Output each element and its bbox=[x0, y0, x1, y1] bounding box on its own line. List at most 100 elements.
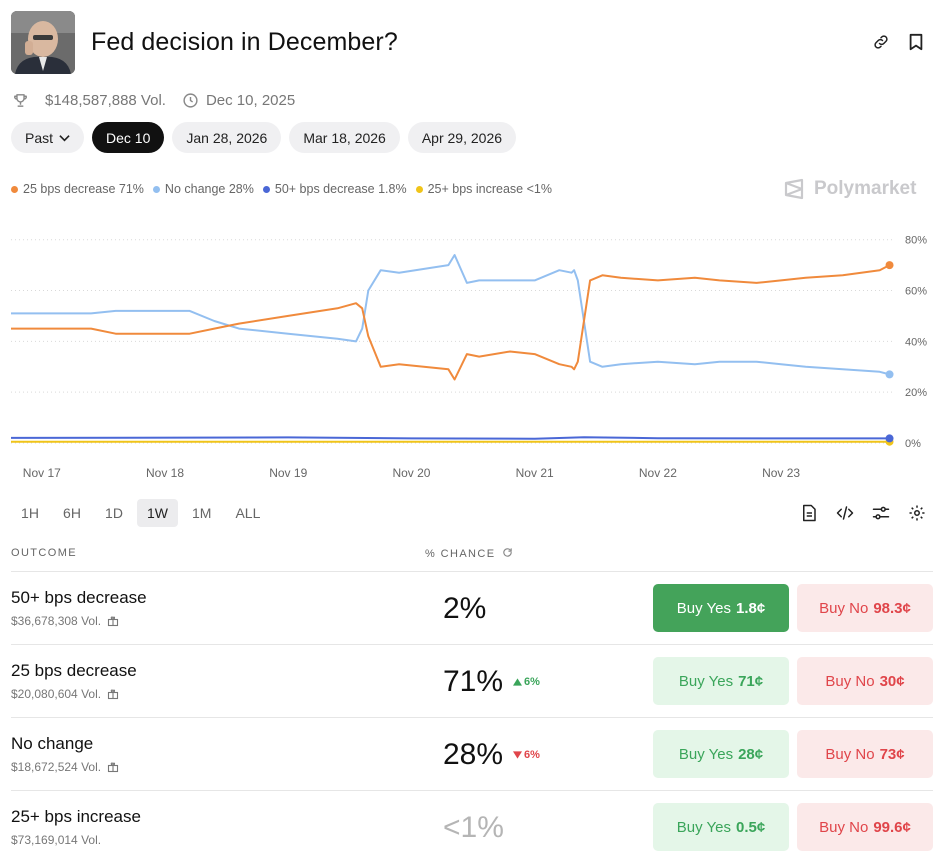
chance-header-label: % CHANCE bbox=[425, 548, 496, 560]
embed-code-icon[interactable] bbox=[835, 503, 855, 523]
triangle-up-icon bbox=[513, 678, 523, 686]
outcome-volume: $36,678,308 Vol. bbox=[11, 614, 119, 628]
buy-no-price: 30¢ bbox=[879, 672, 905, 690]
clock-icon bbox=[182, 91, 200, 109]
series-endpoint bbox=[885, 370, 894, 379]
chance-value: 2% bbox=[443, 592, 487, 625]
chart-legend: 25 bps decrease 71% No change 28% 50+ bp… bbox=[11, 182, 552, 196]
buy-no-button[interactable]: Buy No 73¢ bbox=[797, 730, 933, 778]
buy-no-button[interactable]: Buy No 99.6¢ bbox=[797, 803, 933, 851]
change-indicator: 6% bbox=[513, 749, 540, 761]
legend-label: No change 28% bbox=[164, 182, 254, 196]
outcome-chance: <1% bbox=[443, 811, 504, 845]
buy-no-label: Buy No bbox=[825, 672, 875, 690]
series-line-no-change bbox=[11, 254, 890, 376]
buy-no-button[interactable]: Buy No 30¢ bbox=[797, 657, 933, 705]
buy-yes-label: Buy Yes bbox=[678, 672, 734, 690]
chance-value: <1% bbox=[443, 811, 504, 844]
buy-yes-button[interactable]: Buy Yes 1.8¢ bbox=[653, 584, 789, 632]
document-icon[interactable] bbox=[799, 503, 819, 523]
legend-item: No change 28% bbox=[152, 182, 254, 196]
change-value: 6% bbox=[524, 749, 540, 761]
chance-value: 28% bbox=[443, 738, 504, 771]
legend-dot bbox=[11, 185, 18, 193]
change-value: 6% bbox=[524, 676, 540, 688]
time-range-selector: 1H 6H 1D 1W 1M ALL bbox=[11, 499, 270, 527]
pill-jan-28[interactable]: Jan 28, 2026 bbox=[172, 122, 282, 153]
buy-yes-button[interactable]: Buy Yes 71¢ bbox=[653, 657, 789, 705]
buy-no-label: Buy No bbox=[825, 745, 875, 763]
outcome-row[interactable]: No change $18,672,524 Vol. 28% 6% Buy Yes 28¢… bbox=[11, 717, 933, 790]
legend-item: 25 bps decrease 71% bbox=[11, 182, 144, 196]
legend-label: 50+ bps decrease 1.8% bbox=[274, 182, 407, 196]
x-tick-label: Nov 22 bbox=[639, 466, 677, 480]
x-tick-label: Nov 23 bbox=[762, 466, 800, 480]
range-1w[interactable]: 1W bbox=[137, 499, 178, 527]
gift-icon[interactable] bbox=[107, 615, 119, 627]
legend-dot bbox=[152, 185, 160, 193]
series-endpoint bbox=[885, 434, 894, 443]
outcome-name: 25+ bps increase bbox=[11, 807, 141, 826]
y-tick-label: 20% bbox=[905, 387, 927, 399]
outcome-name: 50+ bps decrease bbox=[11, 588, 147, 607]
settings-gear-icon[interactable] bbox=[907, 503, 927, 523]
bookmark-icon[interactable] bbox=[905, 31, 927, 53]
range-1d[interactable]: 1D bbox=[105, 505, 123, 521]
pill-dec-10[interactable]: Dec 10 bbox=[92, 122, 165, 153]
legend-item: 50+ bps decrease 1.8% bbox=[262, 182, 407, 196]
buy-no-button[interactable]: Buy No 98.3¢ bbox=[797, 584, 933, 632]
refresh-icon[interactable] bbox=[502, 547, 513, 561]
pill-mar-18[interactable]: Mar 18, 2026 bbox=[289, 122, 400, 153]
outcome-row[interactable]: 25 bps decrease $20,080,604 Vol. 71% 6% Buy … bbox=[11, 644, 933, 717]
series-endpoint bbox=[885, 261, 894, 270]
outcome-row[interactable]: 50+ bps decrease $36,678,308 Vol. 2% Buy Ye… bbox=[11, 571, 933, 644]
legend-dot bbox=[262, 185, 270, 193]
buy-yes-label: Buy Yes bbox=[676, 599, 731, 617]
pill-label: Past bbox=[25, 129, 54, 146]
gift-icon[interactable] bbox=[107, 761, 119, 773]
outcome-volume-value: $18,672,524 Vol. bbox=[11, 760, 102, 774]
buy-yes-price: 71¢ bbox=[738, 672, 764, 690]
price-chart: 80% 60% 40% 20% 0% Nov 17 Nov 18 Nov 19 Nov 20 No… bbox=[10, 235, 927, 480]
buy-yes-button[interactable]: Buy Yes 28¢ bbox=[653, 730, 789, 778]
buy-yes-button[interactable]: Buy Yes 0.5¢ bbox=[653, 803, 789, 851]
buy-yes-label: Buy Yes bbox=[678, 745, 734, 763]
brand-name: Polymarket bbox=[814, 178, 917, 199]
buy-no-price: 73¢ bbox=[879, 745, 905, 763]
pill-apr-29[interactable]: Apr 29, 2026 bbox=[407, 122, 517, 153]
outcome-volume-value: $20,080,604 Vol. bbox=[11, 687, 102, 701]
polymarket-logo: Polymarket bbox=[782, 177, 916, 201]
y-tick-label: 40% bbox=[905, 336, 927, 348]
x-tick-label: Nov 19 bbox=[269, 466, 307, 480]
chevron-down-icon bbox=[59, 134, 70, 142]
legend-label: 25+ bps increase <1% bbox=[427, 182, 552, 196]
legend-dot bbox=[415, 185, 423, 193]
outcome-column-header: OUTCOME bbox=[11, 547, 78, 559]
y-tick-label: 80% bbox=[905, 235, 927, 247]
buy-no-price: 99.6¢ bbox=[873, 818, 911, 836]
link-icon[interactable] bbox=[870, 31, 892, 53]
outcome-volume-value: $36,678,308 Vol. bbox=[11, 614, 102, 628]
change-indicator: 6% bbox=[513, 676, 540, 688]
outcome-row[interactable]: 25+ bps increase $73,169,014 Vol. <1% Buy Y… bbox=[11, 790, 933, 862]
market-avatar bbox=[11, 11, 75, 74]
end-date: Dec 10, 2025 bbox=[205, 91, 296, 109]
range-all[interactable]: ALL bbox=[235, 505, 261, 521]
outcome-volume: $20,080,604 Vol. bbox=[11, 687, 119, 701]
outcome-chance: 28% 6% bbox=[443, 738, 540, 772]
pill-past[interactable]: Past bbox=[11, 122, 85, 153]
range-1h[interactable]: 1H bbox=[21, 505, 39, 521]
sliders-icon[interactable] bbox=[871, 503, 891, 523]
buy-yes-price: 28¢ bbox=[738, 745, 764, 763]
gift-icon[interactable] bbox=[107, 688, 119, 700]
y-tick-label: 0% bbox=[905, 438, 921, 450]
range-6h[interactable]: 6H bbox=[63, 505, 81, 521]
triangle-down-icon bbox=[513, 751, 523, 759]
outcome-volume: $18,672,524 Vol. bbox=[11, 760, 119, 774]
date-pills: Past Dec 10 Jan 28, 2026 Mar 18, 2026 Ap… bbox=[11, 122, 517, 153]
outcome-chance: 2% bbox=[443, 592, 486, 626]
range-1m[interactable]: 1M bbox=[192, 505, 212, 521]
outcome-name: 25 bps decrease bbox=[11, 661, 137, 680]
buy-no-price: 98.3¢ bbox=[873, 599, 911, 617]
legend-item: 25+ bps increase <1% bbox=[415, 182, 552, 196]
